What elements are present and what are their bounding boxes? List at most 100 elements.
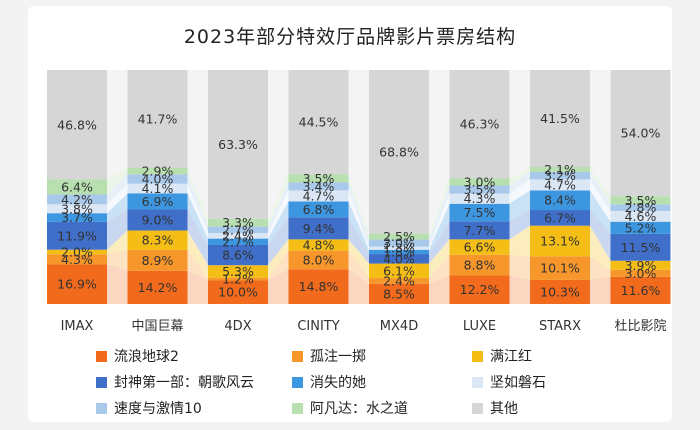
bar-segment <box>610 210 671 222</box>
legend-label: 其他 <box>490 401 518 417</box>
connector-band <box>429 185 450 247</box>
data-label: 6.1% <box>383 263 415 278</box>
bar-segment <box>610 70 671 197</box>
connector-band <box>107 174 128 205</box>
bar-segment <box>610 269 671 277</box>
bar-segment <box>127 230 188 250</box>
legend-item: 孤注一掷 <box>292 346 472 366</box>
category-label: 中国巨幕 <box>131 319 183 334</box>
data-label: 6.9% <box>142 194 174 209</box>
bar-segment <box>127 270 188 304</box>
data-label: 14.8% <box>299 279 339 294</box>
bar-segment <box>47 194 107 205</box>
bar-segment <box>369 249 429 255</box>
connector-band <box>187 193 208 245</box>
bar-segment <box>369 263 429 279</box>
data-label: 8.0% <box>303 252 335 267</box>
connector-band <box>107 264 128 304</box>
bar-segment <box>47 213 107 222</box>
data-label: 46.8% <box>57 117 97 132</box>
connector-band <box>187 230 208 278</box>
connector-band <box>348 70 369 234</box>
data-label: 3.7% <box>61 210 93 225</box>
legend-item: 阿凡达：水之道 <box>292 398 472 418</box>
legend-label: 孤注一掷 <box>310 349 366 365</box>
connector-band <box>107 167 128 195</box>
connector-band <box>348 190 369 250</box>
bar-segment <box>208 265 268 278</box>
data-label: 2.1% <box>544 162 576 177</box>
data-label: 8.9% <box>142 253 174 268</box>
connector-band <box>187 174 208 233</box>
data-label: 4.6% <box>625 209 657 224</box>
bar-segment <box>449 239 510 255</box>
bar-segment <box>530 279 590 304</box>
bar-segment <box>369 283 429 304</box>
legend-label: 满江红 <box>490 349 532 365</box>
data-label: 14.2% <box>138 280 178 295</box>
bar-segment <box>610 276 671 304</box>
data-label: 2.9% <box>142 163 174 178</box>
connector-band <box>509 179 530 204</box>
data-label: 3.3% <box>222 215 254 230</box>
data-label: 10.1% <box>540 261 580 276</box>
bar-segment <box>127 183 188 194</box>
data-label: 41.7% <box>138 111 178 126</box>
bar-segment <box>449 275 510 304</box>
bar-segment <box>208 280 268 304</box>
data-label: 8.8% <box>464 258 496 273</box>
data-label: 5.3% <box>222 264 254 279</box>
connector-band <box>107 193 128 222</box>
legend-swatch <box>96 402 107 414</box>
legend-item: 流浪地球2 <box>96 346 292 366</box>
connector-band <box>590 167 611 205</box>
data-label: 6.7% <box>544 210 576 225</box>
bar-segment <box>449 203 510 222</box>
connector-band <box>509 167 530 186</box>
connector-band <box>268 217 289 266</box>
bar-segment <box>530 256 590 280</box>
bar-segment <box>449 185 510 194</box>
connector-band <box>187 249 208 281</box>
connector-band <box>348 182 369 247</box>
legend-item: 其他 <box>472 398 652 418</box>
category-label: CINITY <box>297 319 339 334</box>
connector-band <box>590 171 611 211</box>
data-label: 63.3% <box>218 137 258 152</box>
legend-label: 流浪地球2 <box>114 349 179 365</box>
bar-segment <box>369 246 429 250</box>
connector-band <box>509 275 530 304</box>
data-label: 2.0% <box>61 245 93 260</box>
connector-band <box>590 190 611 234</box>
bar-segment <box>449 70 510 179</box>
bar-segment <box>288 174 349 183</box>
bar-segment <box>530 70 590 168</box>
legend-item: 满江红 <box>472 346 652 366</box>
data-label: 11.5% <box>621 240 661 255</box>
bar-segment <box>208 218 268 227</box>
bar-segment <box>610 196 671 205</box>
connector-band <box>429 275 450 304</box>
data-label: 11.6% <box>621 283 661 298</box>
data-label: 6.4% <box>61 180 93 195</box>
data-label: 10.0% <box>218 285 258 300</box>
connector-band <box>268 250 289 281</box>
category-label: MX4D <box>380 319 418 334</box>
bar-segment <box>127 249 188 271</box>
connector-band <box>268 269 289 304</box>
data-label: 6.8% <box>303 202 335 217</box>
bar-segment <box>127 193 188 210</box>
bar-segment <box>288 182 349 191</box>
data-label: 4.0% <box>142 172 174 187</box>
data-label: 1.8% <box>383 244 415 259</box>
legend-swatch <box>292 402 303 414</box>
bar-segment <box>449 193 510 204</box>
bar-segment <box>208 226 268 233</box>
connector-band <box>429 221 450 264</box>
bar-segment <box>208 232 268 239</box>
connector-band <box>348 250 369 284</box>
data-label: 41.5% <box>540 111 580 126</box>
bar-segment <box>208 238 268 245</box>
connector-band <box>590 210 611 261</box>
data-label: 8.4% <box>544 193 576 208</box>
